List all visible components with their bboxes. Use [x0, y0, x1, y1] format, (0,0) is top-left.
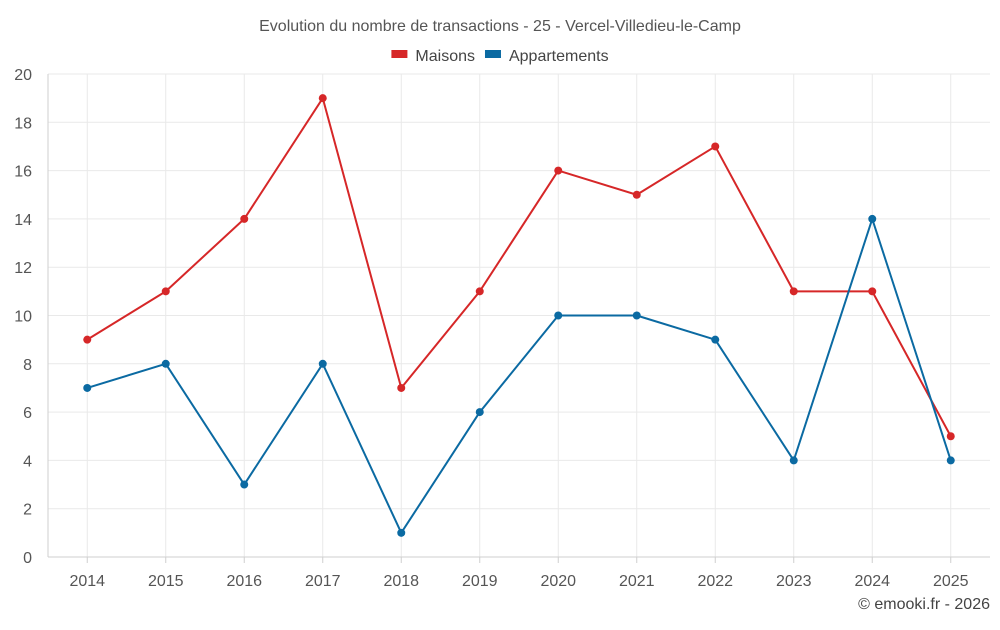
y-tick-label: 6	[23, 405, 32, 422]
data-point-maisons[interactable]	[632, 190, 641, 199]
data-point-maisons[interactable]	[161, 287, 170, 296]
x-tick-label: 2018	[383, 573, 419, 590]
legend-label-appartements[interactable]: Appartements	[509, 48, 609, 65]
data-point-appartements[interactable]	[554, 311, 563, 320]
data-point-appartements[interactable]	[475, 408, 484, 417]
legend[interactable]: Maisons Appartements	[391, 48, 609, 65]
x-tick-label: 2023	[776, 573, 812, 590]
series-line-appartements	[86, 217, 952, 534]
data-point-appartements[interactable]	[83, 383, 92, 392]
series-line-maisons	[86, 97, 952, 437]
legend-label-maisons[interactable]: Maisons	[415, 48, 475, 65]
data-point-maisons[interactable]	[240, 214, 249, 223]
x-tick-label: 2020	[540, 573, 576, 590]
x-tick-label: 2024	[854, 573, 890, 590]
data-point-appartements[interactable]	[946, 456, 955, 465]
x-tick-label: 2021	[619, 573, 655, 590]
data-point-appartements[interactable]	[397, 528, 406, 537]
data-point-appartements[interactable]	[240, 480, 249, 489]
x-tick-label: 2017	[305, 573, 341, 590]
data-point-appartements[interactable]	[789, 456, 798, 465]
data-point-maisons[interactable]	[789, 287, 798, 296]
axes: 0 2 4 6 8 10 12 14 16 18 20 2014 2015 2016 2017 2018 201…	[14, 67, 990, 590]
legend-swatch-appartements[interactable]	[484, 50, 501, 58]
data-point-appartements[interactable]	[318, 359, 327, 368]
y-tick-label: 0	[23, 550, 32, 567]
credit-label: © emooki.fr - 2026	[858, 596, 990, 613]
series-lines	[86, 97, 952, 534]
y-tick-label: 14	[14, 212, 32, 229]
data-point-appartements[interactable]	[711, 335, 720, 344]
y-tick-label: 20	[14, 67, 32, 84]
x-tick-label: 2019	[462, 573, 498, 590]
y-tick-label: 8	[23, 357, 32, 374]
y-tick-label: 10	[14, 309, 32, 326]
data-point-maisons[interactable]	[554, 166, 563, 175]
x-tick-label: 2014	[69, 573, 105, 590]
y-tick-label: 16	[14, 164, 32, 181]
data-point-appartements[interactable]	[161, 359, 170, 368]
data-point-appartements[interactable]	[868, 214, 877, 223]
grid	[48, 73, 990, 557]
x-tick-label: 2025	[933, 573, 969, 590]
y-tick-label: 2	[23, 502, 32, 519]
data-point-maisons[interactable]	[475, 287, 484, 296]
x-tick-label: 2015	[148, 573, 184, 590]
x-tick-label: 2016	[226, 573, 262, 590]
data-point-maisons[interactable]	[83, 335, 92, 344]
data-point-maisons[interactable]	[318, 94, 327, 103]
data-point-appartements[interactable]	[632, 311, 641, 320]
legend-swatch-maisons[interactable]	[391, 50, 408, 58]
y-tick-label: 18	[14, 115, 32, 132]
data-point-maisons[interactable]	[397, 383, 406, 392]
y-tick-label: 4	[23, 453, 32, 470]
data-point-maisons[interactable]	[946, 432, 955, 441]
x-tick-label: 2022	[697, 573, 733, 590]
chart-title: Evolution du nombre de transactions - 25…	[259, 18, 741, 35]
data-point-maisons[interactable]	[711, 142, 720, 151]
y-tick-label: 12	[14, 260, 32, 277]
data-point-maisons[interactable]	[868, 287, 877, 296]
data-points	[83, 94, 955, 537]
